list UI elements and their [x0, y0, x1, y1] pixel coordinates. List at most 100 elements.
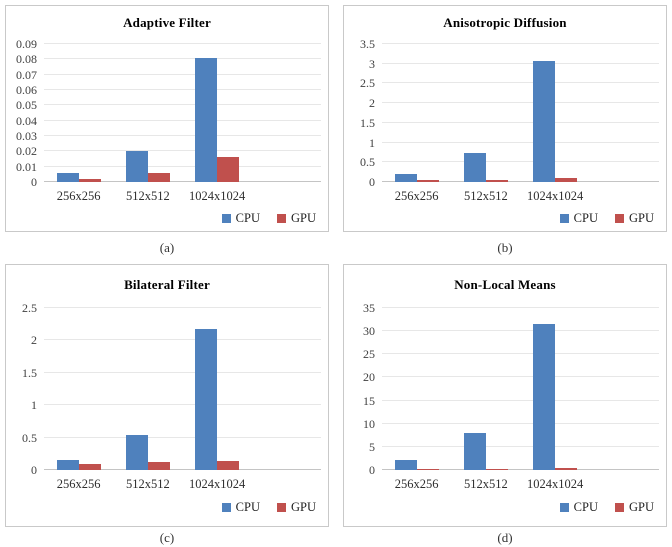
- y-axis-tick-label: 0: [31, 175, 37, 189]
- x-axis-category-labels: 256x256 512x512 1024x1024: [382, 477, 590, 492]
- legend-label-cpu: CPU: [573, 500, 598, 514]
- y-axis: 0 0.01 0.02 0.03 0.04 0.05 0.06 0.07 0.08 0.09: [6, 38, 44, 188]
- x-axis-category-label: 1024x1024: [189, 477, 246, 491]
- panel-caption-d: (d): [497, 530, 513, 545]
- legend-item-gpu: GPU: [276, 211, 316, 226]
- y-axis-tick-label: 20: [363, 370, 375, 385]
- bar-groups: [382, 44, 590, 182]
- bar-gpu-512x512: [485, 180, 508, 182]
- gridline: [382, 330, 659, 332]
- bar-group-512x512: [451, 44, 520, 182]
- gridline: [44, 371, 321, 373]
- figure-row-top: Adaptive Filter 0 0.01 0.02 0.03 0.04 0.05 0.0…: [5, 5, 667, 264]
- bar-cpu-512x512: [125, 435, 148, 470]
- chart-title: Adaptive Filter: [123, 15, 211, 30]
- legend-item-gpu: GPU: [614, 211, 654, 226]
- legend-item-cpu: CPU: [559, 500, 598, 515]
- axis-plot-area: 0 5 10 15 20 25 30 35: [344, 302, 666, 476]
- legend: CPU GPU: [6, 500, 328, 515]
- bar-gpu-512x512: [485, 468, 508, 470]
- y-axis-tick-label: 35: [363, 301, 375, 315]
- legend-swatch-cpu: [559, 214, 569, 223]
- gridline: [382, 399, 659, 401]
- x-axis-category-label: 256x256: [394, 189, 439, 203]
- bar-cpu-512x512: [463, 153, 486, 182]
- gridline: [44, 339, 321, 341]
- y-axis-tick-label: 0.04: [16, 113, 37, 128]
- legend-swatch-gpu: [614, 503, 624, 512]
- legend: CPU GPU: [344, 500, 666, 515]
- gridline: [382, 353, 659, 355]
- bar-cpu-1024x1024: [195, 57, 218, 182]
- bar-gpu-1024x1024: [555, 468, 578, 470]
- panel-caption-a: (a): [159, 240, 175, 255]
- legend-label-cpu: CPU: [235, 211, 260, 225]
- x-axis-category-label: 512x512: [464, 189, 508, 203]
- gridline: [44, 58, 321, 60]
- legend: CPU GPU: [344, 211, 666, 226]
- y-axis-tick-label: 0.5: [360, 155, 375, 170]
- chart-title: Non-Local Means: [454, 277, 556, 292]
- y-axis-tick-label: 0.01: [16, 159, 37, 174]
- y-axis-tick-label: 0.03: [16, 129, 37, 143]
- y-axis-tick-label: 0: [369, 175, 375, 189]
- legend-item-gpu: GPU: [276, 500, 316, 515]
- y-axis-tick-label: 0.06: [16, 83, 37, 97]
- legend-swatch-gpu: [276, 214, 286, 223]
- axis-plot-area: 0 0.5 1 1.5 2 2.5: [6, 302, 328, 476]
- panel-caption-b: (b): [497, 240, 513, 255]
- chart-panel-non-local-means: Non-Local Means 0 5 10 15 20 25 30 35 256x256 512…: [343, 264, 667, 527]
- x-axis-category-label: 512x512: [126, 189, 170, 203]
- bar-cpu-256x256: [394, 174, 417, 182]
- gridline: [382, 62, 659, 64]
- gridline: [382, 161, 659, 163]
- gridline: [44, 43, 321, 44]
- plot-area: [44, 43, 321, 182]
- x-axis-category-label: 256x256: [394, 477, 439, 491]
- legend-label-gpu: GPU: [628, 211, 654, 225]
- y-axis-tick-label: 3.5: [360, 37, 375, 51]
- bar-gpu-512x512: [147, 172, 170, 182]
- legend-item-cpu: CPU: [221, 211, 260, 226]
- bar-gpu-1024x1024: [555, 178, 578, 182]
- x-axis-category-label: 256x256: [56, 477, 101, 491]
- y-axis-tick-label: 2.5: [22, 301, 37, 315]
- bar-group-1024x1024: [521, 308, 590, 470]
- bar-group-1024x1024: [183, 44, 252, 182]
- x-axis-category-label: 256x256: [56, 189, 101, 203]
- gridline: [382, 422, 659, 424]
- gridline: [44, 150, 321, 152]
- y-axis-tick-label: 0.02: [16, 144, 37, 159]
- legend-swatch-cpu: [559, 503, 569, 512]
- bar-cpu-256x256: [56, 172, 79, 182]
- gridline: [44, 89, 321, 90]
- bar-group-256x256: [44, 308, 113, 470]
- y-axis-tick-label: 0: [369, 463, 375, 477]
- bar-group-512x512: [113, 308, 182, 470]
- plot-area: [382, 43, 659, 182]
- legend-swatch-cpu: [221, 214, 231, 223]
- y-axis-tick-label: 0.5: [22, 430, 37, 445]
- panel-wrap-c: Bilateral Filter 0 0.5 1 1.5 2 2.5 256x256 512x…: [5, 264, 329, 547]
- x-axis-category-labels: 256x256 512x512 1024x1024: [382, 189, 590, 204]
- x-axis-category-label: 512x512: [464, 477, 508, 491]
- y-axis-tick-label: 25: [363, 347, 375, 362]
- y-axis-tick-label: 1.5: [360, 115, 375, 130]
- y-axis: 0 0.5 1 1.5 2 2.5 3 3.5: [344, 38, 382, 188]
- chart-body: 0 0.5 1 1.5 2 2.5 256x256 512x512 1024x1024: [6, 302, 328, 492]
- gridline: [44, 436, 321, 438]
- y-axis-tick-label: 2: [31, 333, 37, 348]
- y-axis-tick-label: 2.5: [360, 76, 375, 91]
- bar-group-256x256: [44, 44, 113, 182]
- bar-cpu-256x256: [56, 460, 79, 470]
- chart-body: 0 0.5 1 1.5 2 2.5 3 3.5 256x256 512x512 1024x1024: [344, 38, 666, 204]
- bar-gpu-512x512: [147, 462, 170, 470]
- bar-gpu-256x256: [416, 468, 439, 470]
- legend-label-cpu: CPU: [573, 211, 598, 225]
- bar-cpu-512x512: [463, 432, 486, 470]
- gridline: [44, 135, 321, 136]
- bar-cpu-1024x1024: [195, 329, 218, 470]
- legend-label-cpu: CPU: [235, 500, 260, 514]
- bar-group-256x256: [382, 308, 451, 470]
